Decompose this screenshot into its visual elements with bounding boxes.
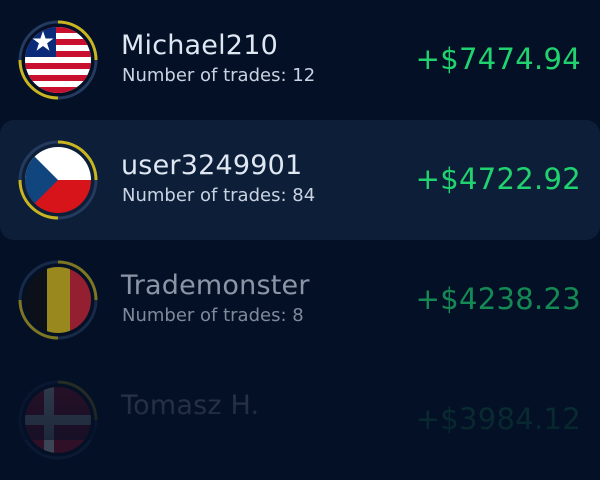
trade-count-value: 12 — [292, 65, 316, 86]
trader-name: Tomasz H. — [121, 390, 260, 421]
highlight-card — [0, 120, 600, 240]
leaderboard-list: Michael210 Number of trades: 12 +$7474.9… — [0, 0, 600, 460]
trade-count-label: Number of trades: — [122, 185, 287, 206]
trade-count: Number of trades: 12 — [122, 65, 315, 86]
leaderboard-row-highlighted[interactable]: user3249901 Number of trades: 84 +$4722.… — [0, 120, 600, 240]
trade-count-label: Number of trades: — [122, 65, 287, 86]
trade-count: Number of trades: 8 — [122, 305, 304, 326]
liberia-flag-icon — [18, 20, 98, 100]
trade-count-value: 8 — [292, 305, 304, 326]
leaderboard-row[interactable]: Michael210 Number of trades: 12 +$7474.9… — [0, 0, 600, 120]
profit-amount: +$3984.12 — [415, 402, 581, 436]
profit-amount: +$4722.92 — [415, 162, 581, 196]
profit-amount: +$7474.94 — [415, 42, 581, 76]
trader-name: Trademonster — [121, 270, 310, 301]
trade-count-label: Number of trades: — [122, 305, 287, 326]
leaderboard-row[interactable]: Tomasz H. +$3984.12 — [0, 360, 600, 480]
belgium-flag-icon — [18, 260, 98, 340]
trader-name: user3249901 — [121, 150, 303, 181]
trade-count: Number of trades: 84 — [122, 185, 315, 206]
denmark-flag-icon — [18, 380, 98, 460]
leaderboard-row[interactable]: Trademonster Number of trades: 8 +$4238.… — [0, 240, 600, 360]
trader-name: Michael210 — [121, 30, 278, 61]
czech-flag-icon — [18, 140, 98, 220]
trade-count-value: 84 — [292, 185, 316, 206]
profit-amount: +$4238.23 — [415, 282, 581, 316]
